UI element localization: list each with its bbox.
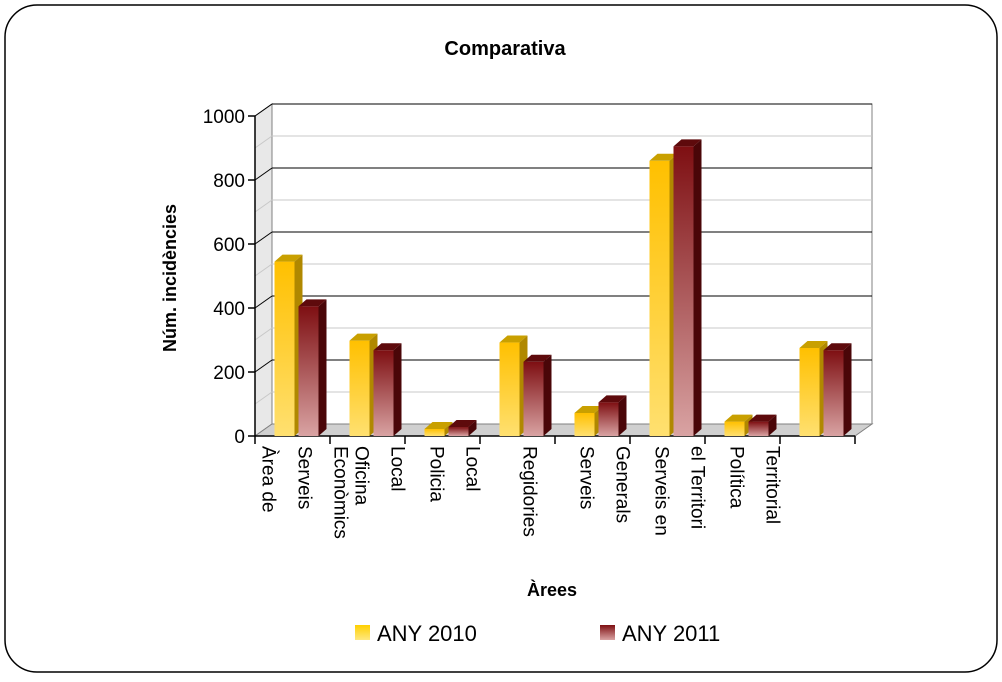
bar-top xyxy=(448,420,477,428)
chart-title: Comparativa xyxy=(444,38,566,60)
y-axis-label: Núm. incidències xyxy=(160,204,180,352)
gridline-side xyxy=(254,295,273,309)
x-category-label: Regidories xyxy=(519,446,540,537)
bar-front xyxy=(523,361,544,436)
gridline-side xyxy=(254,359,273,373)
bar-2010 xyxy=(349,333,378,436)
bar-2011 xyxy=(748,414,777,436)
gridline-side xyxy=(254,167,273,181)
gridline-side xyxy=(254,199,273,213)
gridline-side xyxy=(254,231,273,245)
bar-side xyxy=(543,354,552,436)
bar-top xyxy=(574,405,603,413)
bar-side xyxy=(393,343,402,436)
x-category-label: Generals xyxy=(612,446,633,523)
y-tick-label: 1000 xyxy=(203,107,245,128)
x-category-label: Territorial xyxy=(762,446,783,524)
gridline-side xyxy=(254,391,273,405)
bar-top xyxy=(673,139,702,147)
bar-top xyxy=(298,299,327,307)
bar-front xyxy=(574,412,595,436)
y-tick-label: 200 xyxy=(213,363,245,384)
y-tick-label: 400 xyxy=(213,299,245,320)
x-category-label: Econòmics xyxy=(330,446,351,539)
gridline-side xyxy=(254,103,273,117)
x-category-label: Serveis xyxy=(576,446,597,509)
gridline-side xyxy=(254,135,273,149)
bar-top xyxy=(598,395,627,403)
bar-top xyxy=(373,343,402,351)
bar-2011 xyxy=(298,299,327,436)
x-category-label: Serveis en xyxy=(651,446,672,536)
bar-side xyxy=(468,420,477,436)
x-category-label: Local xyxy=(462,446,483,491)
bar-front xyxy=(649,160,670,437)
bar-front xyxy=(799,348,820,436)
bar-front xyxy=(448,427,469,436)
x-category-label: Serveis xyxy=(294,446,315,509)
bar-front xyxy=(598,402,619,436)
bar-front xyxy=(724,421,745,436)
bar-front xyxy=(274,261,295,436)
legend: ANY 2010 ANY 2011 xyxy=(355,621,720,646)
x-axis-label: Àrees xyxy=(527,579,577,600)
bar-top xyxy=(499,335,528,343)
x-category-label: Local xyxy=(387,446,408,491)
bar-2010 xyxy=(499,335,528,436)
bar-front xyxy=(298,306,319,436)
x-category-label: Política xyxy=(726,446,747,509)
legend-swatch xyxy=(600,625,615,640)
bar-2011 xyxy=(448,420,477,436)
bar-top xyxy=(823,343,852,351)
x-category-label: Àrea de xyxy=(258,446,279,513)
bar-top xyxy=(424,421,453,429)
bar-2011 xyxy=(373,343,402,436)
bar-top xyxy=(799,341,828,348)
bar-2011 xyxy=(598,395,627,436)
legend-item-2010: ANY 2010 xyxy=(355,621,477,646)
gridline-side xyxy=(254,263,273,277)
bar-front xyxy=(823,350,844,436)
y-tick-label: 0 xyxy=(234,427,245,448)
bar-side xyxy=(693,139,702,436)
bar-top xyxy=(274,254,303,262)
y-tick-label: 600 xyxy=(213,235,245,256)
bar-front xyxy=(499,342,520,436)
gridline-side xyxy=(254,327,273,341)
bar-2011 xyxy=(823,343,852,436)
bar-front xyxy=(424,428,445,436)
bar-front xyxy=(349,340,370,436)
bar-2010 xyxy=(574,405,603,436)
bar-side xyxy=(843,343,852,436)
bar-top xyxy=(649,153,678,161)
bar-front xyxy=(373,350,394,436)
x-category-label: el Territori xyxy=(687,446,708,529)
x-category-label: Oficina xyxy=(351,446,372,506)
bar-side xyxy=(318,299,327,436)
x-category-label: Policia xyxy=(426,446,447,502)
legend-item-2011: ANY 2011 xyxy=(600,621,720,646)
bar-top xyxy=(349,333,378,341)
bar-side xyxy=(618,395,627,436)
legend-swatch xyxy=(355,625,370,640)
bar-side xyxy=(768,414,777,436)
bar-top xyxy=(523,354,552,362)
bar-top xyxy=(748,414,777,422)
bar-front xyxy=(673,146,694,436)
bar-2010 xyxy=(649,153,678,437)
y-tick-label: 800 xyxy=(213,171,245,192)
bar-front xyxy=(748,421,769,436)
bar-top xyxy=(724,414,753,422)
floor xyxy=(253,423,874,437)
plot-area: 0 200 400 600 800 1000 Àrea de Serveis Econòmics… xyxy=(203,103,874,539)
bar-2011 xyxy=(523,354,552,436)
bar-2010 xyxy=(274,254,303,436)
bar-2011 xyxy=(673,139,702,436)
legend-label: ANY 2010 xyxy=(377,621,477,646)
bar-2010 xyxy=(799,341,828,436)
legend-label: ANY 2011 xyxy=(622,621,720,646)
